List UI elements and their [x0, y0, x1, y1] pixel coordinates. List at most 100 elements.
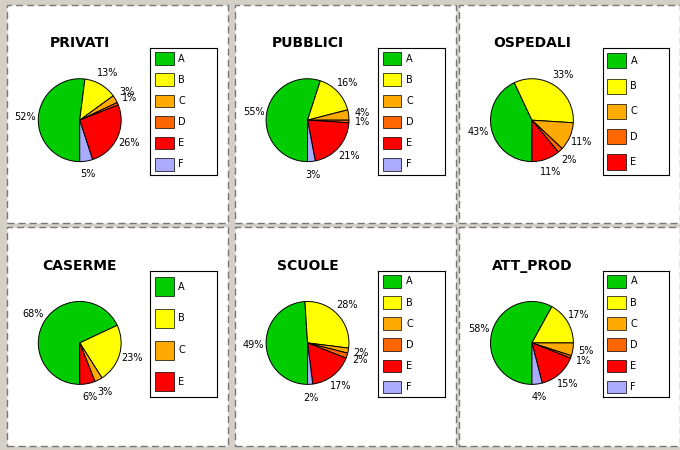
Title: ATT_PROD: ATT_PROD — [492, 259, 573, 273]
Text: A: A — [406, 276, 413, 287]
Bar — [383, 381, 401, 393]
Text: 1%: 1% — [354, 117, 370, 127]
Text: E: E — [406, 361, 412, 371]
Title: PRIVATI: PRIVATI — [50, 36, 110, 50]
Text: B: B — [406, 297, 413, 307]
Text: F: F — [178, 159, 184, 169]
Text: E: E — [406, 138, 412, 148]
Text: 1%: 1% — [122, 94, 137, 104]
Bar — [155, 372, 173, 391]
Wedge shape — [80, 79, 114, 120]
Bar — [155, 309, 173, 328]
Bar — [155, 158, 173, 171]
Text: D: D — [630, 340, 638, 350]
Wedge shape — [532, 343, 573, 356]
Text: E: E — [178, 377, 184, 387]
Text: A: A — [178, 282, 185, 292]
Bar — [155, 277, 173, 296]
Bar — [155, 116, 173, 128]
Text: C: C — [630, 107, 637, 117]
Bar — [607, 104, 626, 119]
Bar — [607, 154, 626, 170]
Text: D: D — [178, 117, 186, 127]
Wedge shape — [307, 120, 316, 162]
Text: C: C — [178, 345, 185, 355]
Bar — [383, 116, 401, 128]
Text: 26%: 26% — [118, 139, 140, 148]
Text: 4%: 4% — [531, 392, 547, 402]
Text: 5%: 5% — [81, 169, 96, 179]
Wedge shape — [307, 343, 313, 384]
Bar — [383, 275, 401, 288]
Bar — [383, 137, 401, 149]
Text: C: C — [630, 319, 637, 328]
Wedge shape — [80, 105, 121, 160]
Text: F: F — [406, 159, 411, 169]
Wedge shape — [307, 120, 349, 161]
Text: 43%: 43% — [468, 127, 489, 137]
Text: 2%: 2% — [352, 355, 367, 365]
Text: A: A — [406, 54, 413, 64]
Text: 3%: 3% — [119, 87, 135, 97]
Text: 17%: 17% — [568, 310, 590, 320]
Title: PUBBLICI: PUBBLICI — [271, 36, 343, 50]
Bar — [607, 53, 626, 68]
Text: 15%: 15% — [558, 379, 579, 389]
Title: CASERME: CASERME — [42, 259, 117, 273]
Wedge shape — [307, 120, 349, 123]
Wedge shape — [532, 343, 571, 358]
Wedge shape — [80, 325, 121, 378]
Wedge shape — [532, 120, 562, 152]
Bar — [383, 52, 401, 65]
Text: 4%: 4% — [354, 108, 369, 118]
Text: C: C — [178, 96, 185, 106]
Wedge shape — [532, 120, 573, 148]
Wedge shape — [532, 343, 571, 383]
Text: 6%: 6% — [82, 392, 98, 402]
Text: C: C — [406, 319, 413, 328]
Wedge shape — [266, 302, 307, 384]
Wedge shape — [80, 343, 95, 384]
Text: 16%: 16% — [337, 78, 358, 88]
Bar — [607, 296, 626, 309]
Wedge shape — [307, 343, 347, 358]
Wedge shape — [305, 302, 349, 348]
Text: A: A — [178, 54, 185, 64]
Bar — [383, 94, 401, 107]
Text: 55%: 55% — [243, 107, 265, 117]
Wedge shape — [38, 302, 117, 384]
Text: F: F — [406, 382, 411, 392]
Bar — [383, 158, 401, 171]
Text: 2%: 2% — [562, 155, 577, 165]
Bar — [155, 94, 173, 107]
Text: D: D — [406, 117, 413, 127]
Text: B: B — [178, 313, 185, 324]
Wedge shape — [38, 79, 85, 162]
Bar — [607, 381, 626, 393]
Bar — [383, 73, 401, 86]
Text: E: E — [630, 157, 636, 167]
Text: 5%: 5% — [578, 346, 594, 356]
Wedge shape — [266, 79, 320, 162]
Text: B: B — [630, 297, 637, 307]
Wedge shape — [80, 96, 117, 120]
Text: 1%: 1% — [576, 356, 591, 366]
Bar — [383, 296, 401, 309]
Bar — [607, 275, 626, 288]
Bar — [607, 317, 626, 330]
Text: C: C — [406, 96, 413, 106]
Text: 2%: 2% — [354, 348, 369, 358]
Bar — [155, 137, 173, 149]
Text: 52%: 52% — [14, 112, 36, 122]
Wedge shape — [307, 343, 346, 384]
Text: 2%: 2% — [303, 392, 319, 402]
Text: 58%: 58% — [469, 324, 490, 334]
Text: B: B — [406, 75, 413, 85]
Bar — [155, 52, 173, 65]
Text: A: A — [630, 56, 637, 66]
Text: E: E — [630, 361, 636, 371]
Text: B: B — [178, 75, 185, 85]
Text: B: B — [630, 81, 637, 91]
Wedge shape — [490, 83, 532, 162]
Wedge shape — [532, 343, 542, 384]
